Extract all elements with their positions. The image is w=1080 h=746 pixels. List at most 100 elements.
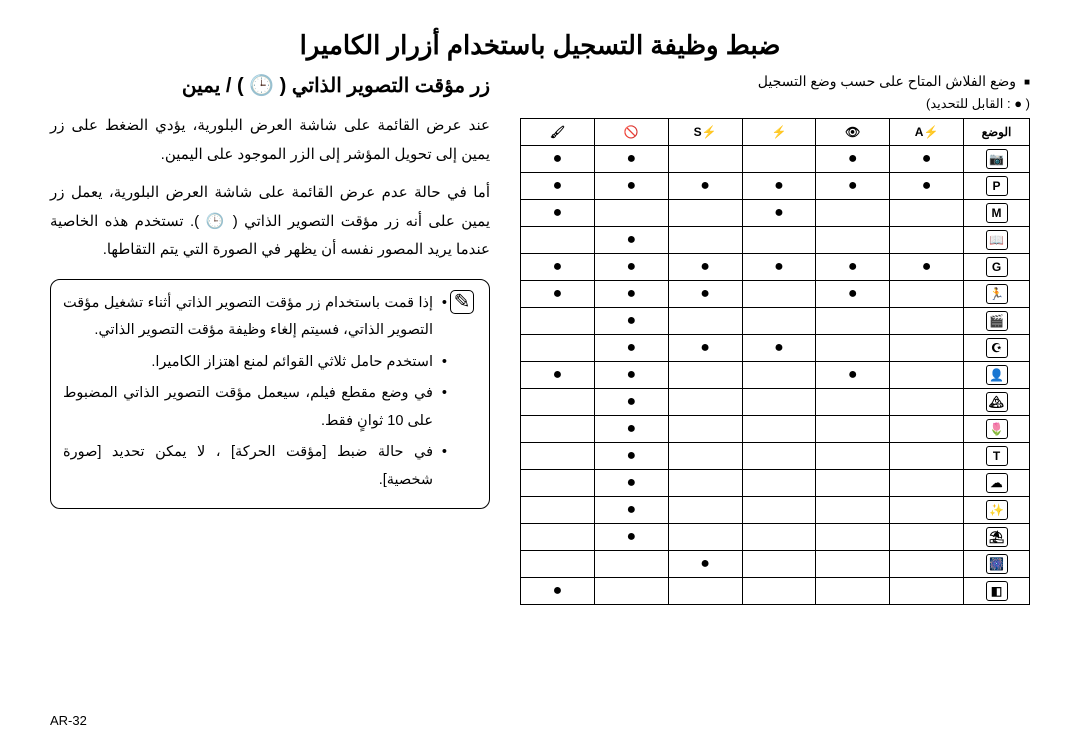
flash-cell: ● bbox=[742, 335, 816, 362]
flash-cell: ● bbox=[521, 578, 595, 605]
flash-cell bbox=[668, 389, 742, 416]
flash-cell bbox=[742, 416, 816, 443]
mode-cell: 🎆 bbox=[964, 551, 1030, 578]
note-icon: ✎ bbox=[447, 290, 477, 499]
flash-cell bbox=[816, 389, 890, 416]
mode-cell: 🎬 bbox=[964, 308, 1030, 335]
flash-cell bbox=[521, 416, 595, 443]
flash-cell bbox=[668, 578, 742, 605]
flash-cell bbox=[890, 281, 964, 308]
flash-table-section: ■ وضع الفلاش المتاح على حسب وضع التسجيل … bbox=[520, 73, 1030, 605]
flash-cell bbox=[668, 470, 742, 497]
mode-cell: ◧ bbox=[964, 578, 1030, 605]
note-item: في حالة ضبط [مؤقت الحركة] ، لا يمكن تحدي… bbox=[63, 439, 447, 494]
flash-cell: ● bbox=[668, 281, 742, 308]
paragraph-1: عند عرض القائمة على شاشة العرض البلورية،… bbox=[50, 112, 490, 169]
flash-cell bbox=[890, 497, 964, 524]
flash-cell bbox=[668, 227, 742, 254]
flash-cell bbox=[668, 443, 742, 470]
flash-cell: ● bbox=[742, 254, 816, 281]
note-item: استخدم حامل ثلاثي القوائم لمنع اهتزاز ال… bbox=[63, 349, 447, 377]
flash-cell bbox=[890, 308, 964, 335]
flash-cell bbox=[668, 362, 742, 389]
flash-cell bbox=[742, 227, 816, 254]
flash-cell: ● bbox=[668, 335, 742, 362]
flash-cell bbox=[521, 524, 595, 551]
flash-cell bbox=[521, 470, 595, 497]
flash-cell: ● bbox=[594, 227, 668, 254]
flash-cell bbox=[668, 497, 742, 524]
mode-cell: 🏔 bbox=[964, 389, 1030, 416]
flash-cell bbox=[742, 524, 816, 551]
flash-cell: ● bbox=[594, 308, 668, 335]
section-title: زر مؤقت التصوير الذاتي ( 🕒 ) / يمين bbox=[50, 73, 490, 98]
table-row: T● bbox=[521, 443, 1030, 470]
flash-cell bbox=[742, 281, 816, 308]
legend: ( ● : القابل للتحديد) bbox=[520, 96, 1030, 112]
flash-cell bbox=[668, 524, 742, 551]
table-row: ◧● bbox=[521, 578, 1030, 605]
note-item: إذا قمت باستخدام زر مؤقت التصوير الذاتي … bbox=[63, 290, 447, 345]
flash-cell bbox=[890, 335, 964, 362]
flash-cell bbox=[890, 416, 964, 443]
flash-cell bbox=[816, 227, 890, 254]
note-item: في وضع مقطع فيلم، سيعمل مؤقت التصوير الذ… bbox=[63, 380, 447, 435]
flash-cell bbox=[742, 308, 816, 335]
flash-cell bbox=[816, 524, 890, 551]
flash-cell bbox=[890, 578, 964, 605]
flash-cell: ● bbox=[742, 200, 816, 227]
flash-cell bbox=[816, 578, 890, 605]
mode-cell: G bbox=[964, 254, 1030, 281]
flash-cell: ● bbox=[521, 200, 595, 227]
table-row: ✨● bbox=[521, 497, 1030, 524]
flash-cell bbox=[816, 200, 890, 227]
self-timer-section: زر مؤقت التصوير الذاتي ( 🕒 ) / يمين عند … bbox=[50, 73, 490, 605]
table-row: ☪●●● bbox=[521, 335, 1030, 362]
flash-cell: ● bbox=[890, 173, 964, 200]
flash-cell bbox=[742, 497, 816, 524]
flash-cell bbox=[890, 524, 964, 551]
flash-cell: ● bbox=[521, 173, 595, 200]
mode-cell: 👤 bbox=[964, 362, 1030, 389]
flash-cell bbox=[890, 389, 964, 416]
flash-cell bbox=[890, 443, 964, 470]
flash-cell bbox=[816, 443, 890, 470]
flash-head-icon: 🚫 bbox=[594, 119, 668, 146]
flash-head-icon: ⚡ bbox=[742, 119, 816, 146]
mode-cell: ✨ bbox=[964, 497, 1030, 524]
flash-cell bbox=[742, 551, 816, 578]
mode-cell: 📖 bbox=[964, 227, 1030, 254]
flash-cell: ● bbox=[668, 254, 742, 281]
flash-cell bbox=[816, 308, 890, 335]
flash-cell bbox=[742, 470, 816, 497]
flash-heading: ■ وضع الفلاش المتاح على حسب وضع التسجيل bbox=[520, 73, 1030, 90]
flash-heading-text: وضع الفلاش المتاح على حسب وضع التسجيل bbox=[758, 73, 1016, 89]
page-number: AR-32 bbox=[50, 713, 87, 728]
table-row: 📷●●●● bbox=[521, 146, 1030, 173]
flash-cell bbox=[742, 578, 816, 605]
flash-cell: ● bbox=[594, 362, 668, 389]
table-row: ⛱● bbox=[521, 524, 1030, 551]
flash-cell: ● bbox=[594, 173, 668, 200]
flash-cell: ● bbox=[521, 146, 595, 173]
flash-cell bbox=[668, 308, 742, 335]
flash-cell: ● bbox=[816, 146, 890, 173]
flash-cell: ● bbox=[594, 389, 668, 416]
flash-cell: ● bbox=[742, 173, 816, 200]
flash-cell bbox=[816, 416, 890, 443]
paragraph-2: أما في حالة عدم عرض القائمة على شاشة الع… bbox=[50, 179, 490, 265]
table-row: 🏔● bbox=[521, 389, 1030, 416]
mode-cell: ☪ bbox=[964, 335, 1030, 362]
flash-cell bbox=[594, 578, 668, 605]
flash-cell bbox=[521, 227, 595, 254]
flash-cell bbox=[742, 443, 816, 470]
flash-cell: ● bbox=[594, 335, 668, 362]
flash-head-icon: 🖌 bbox=[521, 119, 595, 146]
note-box: ✎ إذا قمت باستخدام زر مؤقت التصوير الذات… bbox=[50, 279, 490, 510]
table-row: G●●●●●● bbox=[521, 254, 1030, 281]
table-row: 🏃●●●● bbox=[521, 281, 1030, 308]
flash-cell bbox=[890, 551, 964, 578]
flash-cell bbox=[668, 416, 742, 443]
flash-cell bbox=[742, 362, 816, 389]
page-title: ضبط وظيفة التسجيل باستخدام أزرار الكامير… bbox=[50, 30, 1030, 61]
